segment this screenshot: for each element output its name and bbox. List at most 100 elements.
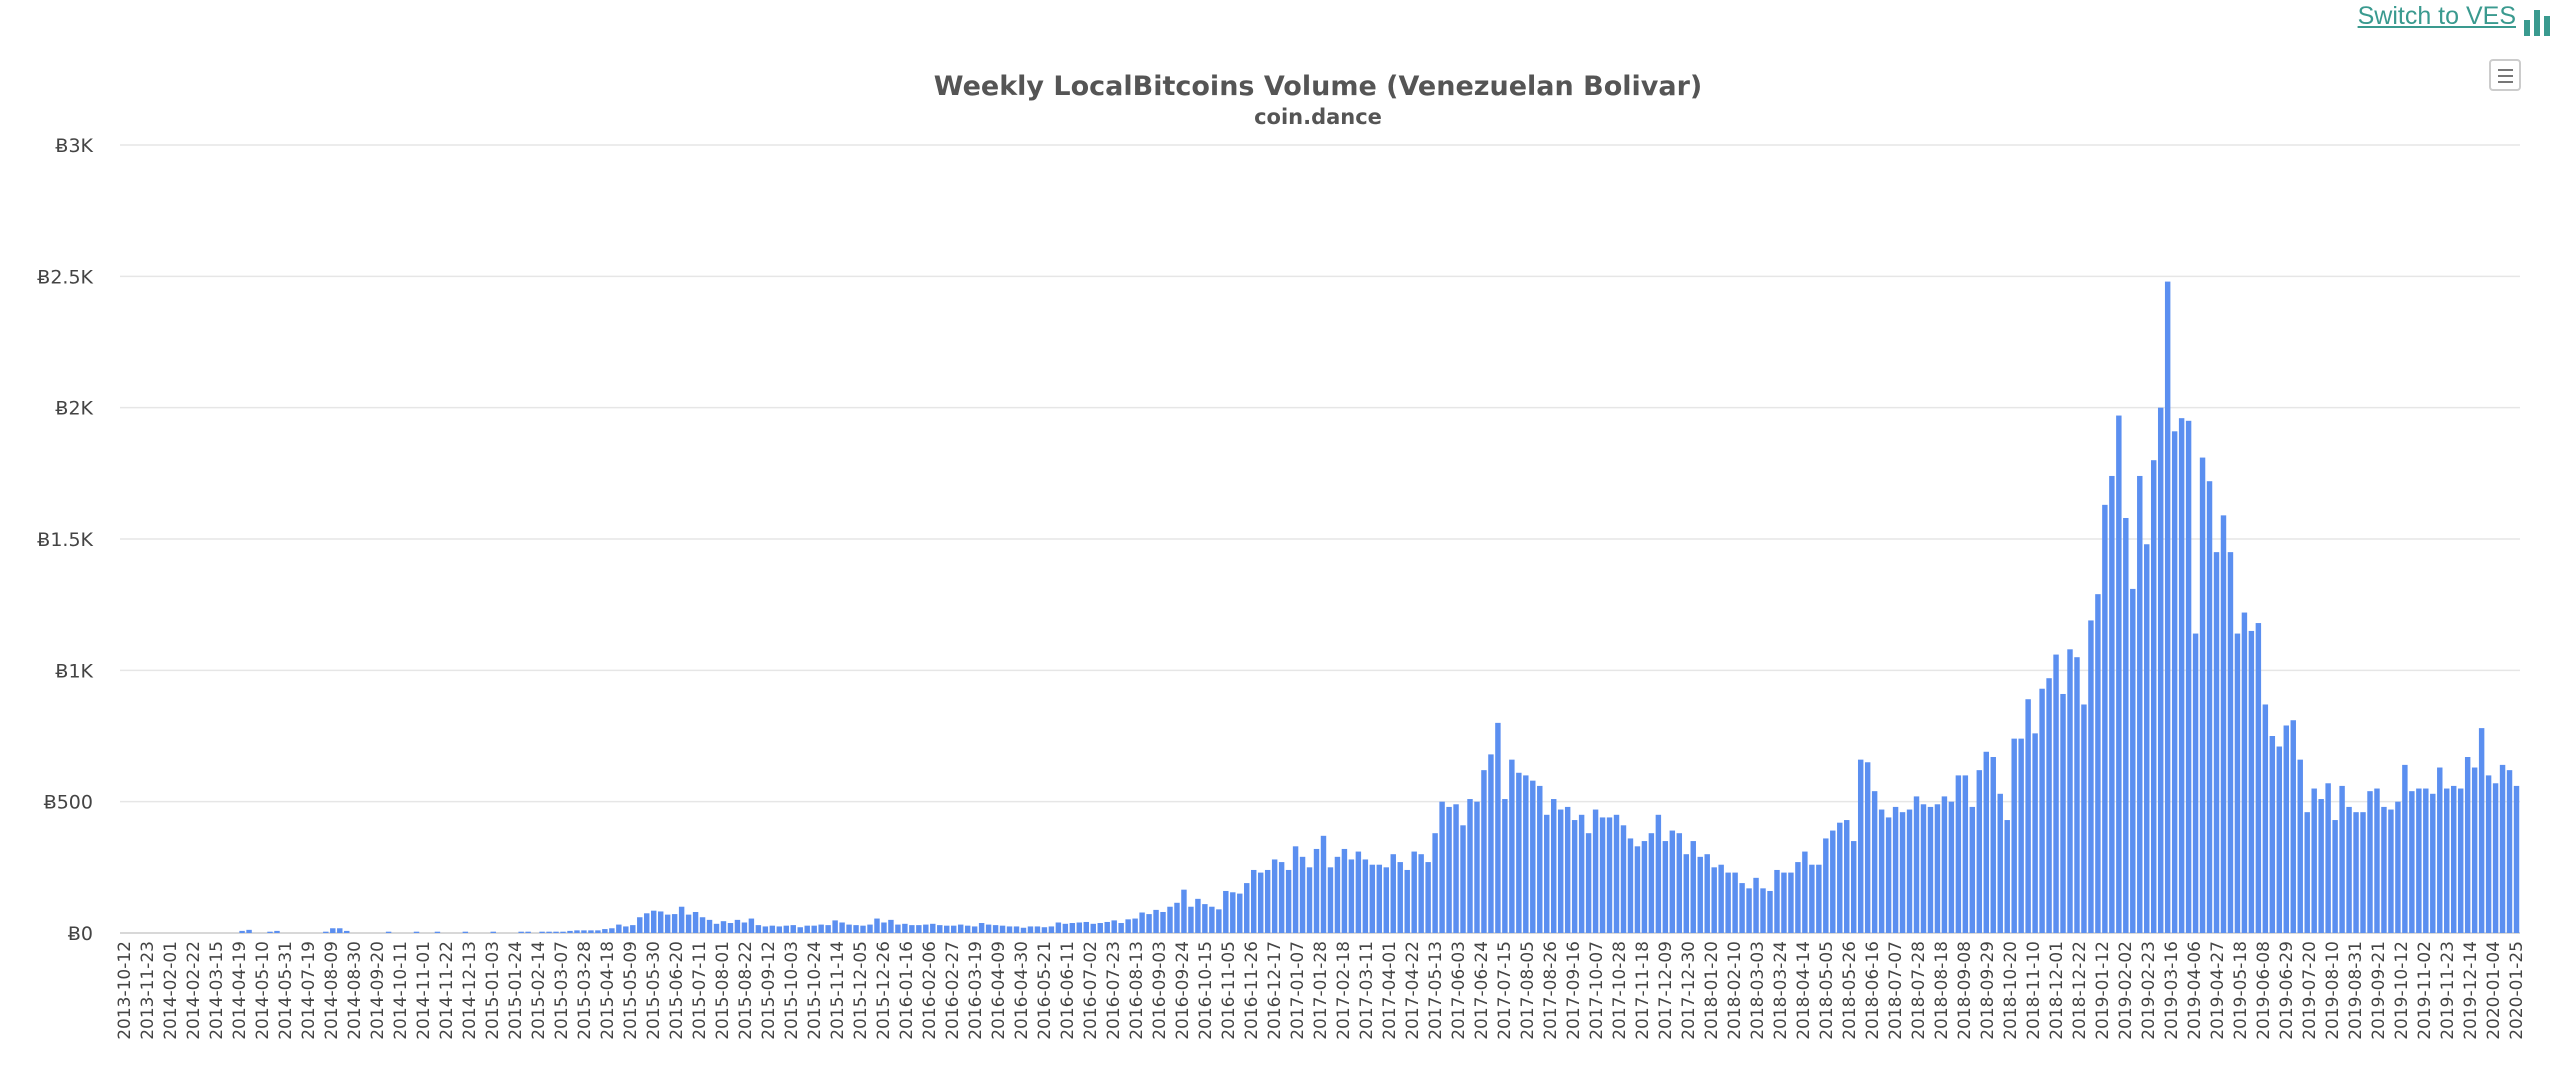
- bar: [2248, 630, 2255, 933]
- bar: [413, 931, 420, 933]
- bar: [2234, 633, 2241, 933]
- x-tick-label: 2014-02-01: [161, 941, 181, 1040]
- bar: [1502, 799, 1508, 933]
- bar: [1034, 926, 1041, 933]
- bar: [1097, 923, 1103, 933]
- bar: [1816, 864, 1822, 933]
- x-tick-label: 2015-11-14: [828, 941, 848, 1040]
- x-tick-label: 2015-10-24: [805, 941, 825, 1040]
- bar: [2283, 725, 2289, 933]
- x-tick-label: 2018-11-10: [2024, 941, 2044, 1040]
- bar: [1760, 888, 1766, 933]
- x-tick-label: 2018-07-07: [1886, 941, 1906, 1040]
- bar: [720, 921, 727, 933]
- bar: [909, 925, 915, 933]
- bar: [874, 918, 880, 933]
- x-tick-label: 2016-03-19: [966, 941, 986, 1040]
- bar: [978, 923, 985, 933]
- x-tick-label: 2019-04-27: [2208, 941, 2228, 1040]
- bar: [1146, 914, 1152, 933]
- bar: [1251, 869, 1257, 933]
- bar: [1648, 833, 1655, 933]
- bar: [1564, 806, 1571, 933]
- x-tick-label: 2018-08-18: [1932, 941, 1952, 1040]
- x-tick-label: 2016-11-26: [1242, 941, 1262, 1040]
- y-tick-label: Ƀ500: [44, 792, 93, 814]
- bar-chart-icon-bar: [2534, 10, 2540, 36]
- x-tick-label: 2017-08-05: [1518, 941, 1538, 1040]
- y-tick-label: Ƀ2K: [55, 398, 93, 420]
- bar: [2102, 504, 2108, 933]
- x-tick-label: 2019-11-23: [2438, 941, 2458, 1040]
- x-tick-label: 2019-06-29: [2277, 941, 2297, 1040]
- bar-chart-icon[interactable]: [2522, 6, 2552, 36]
- x-tick-label: 2017-06-24: [1472, 941, 1492, 1040]
- bar: [1920, 804, 1927, 933]
- bar: [762, 926, 769, 933]
- bar: [2199, 457, 2206, 933]
- bar: [1551, 799, 1557, 933]
- bar: [2464, 757, 2471, 933]
- bar: [1013, 926, 1020, 933]
- bar: [895, 924, 901, 933]
- x-tick-label: 2018-02-10: [1725, 941, 1745, 1040]
- bar: [267, 931, 273, 933]
- bar: [902, 923, 908, 933]
- switch-currency-label: Switch to VES: [2357, 2, 2516, 30]
- y-tick-label: Ƀ3K: [55, 135, 93, 157]
- bar: [651, 910, 657, 933]
- bar: [1467, 799, 1473, 933]
- bar: [609, 928, 615, 933]
- bar: [2220, 515, 2227, 933]
- bar: [2081, 704, 2087, 933]
- bar: [1041, 927, 1048, 933]
- bar: [2381, 806, 2387, 933]
- hamburger-menu-icon[interactable]: [2489, 59, 2521, 91]
- bar: [2444, 788, 2450, 933]
- bar: [2457, 788, 2464, 933]
- bar: [1397, 862, 1403, 933]
- bar: [1355, 851, 1362, 933]
- bar: [1299, 856, 1306, 933]
- bar: [916, 925, 922, 933]
- bar: [1209, 906, 1215, 933]
- bar: [2227, 552, 2234, 933]
- x-tick-label: 2015-03-28: [575, 941, 595, 1040]
- bar: [2130, 588, 2136, 933]
- bar: [1481, 770, 1487, 933]
- bar: [2255, 623, 2262, 933]
- bar: [853, 925, 859, 933]
- bar: [2067, 649, 2073, 933]
- bar: [685, 914, 692, 933]
- bar: [2060, 693, 2066, 933]
- bar: [1446, 806, 1452, 933]
- x-tick-label: 2016-10-15: [1196, 941, 1216, 1040]
- bar: [1676, 833, 1683, 933]
- bar: [1055, 922, 1062, 933]
- bar: [595, 930, 601, 933]
- bar: [490, 931, 496, 933]
- x-tick-label: 2018-10-20: [2001, 941, 2021, 1040]
- x-tick-label: 2017-10-28: [1610, 941, 1630, 1040]
- bar: [616, 924, 622, 933]
- bar: [553, 931, 559, 933]
- bar: [1285, 869, 1292, 933]
- bar: [1237, 893, 1243, 933]
- x-tick-label: 2016-11-05: [1219, 941, 1239, 1040]
- x-tick-label: 2016-02-06: [920, 941, 940, 1040]
- x-tick-label: 2019-10-12: [2392, 941, 2412, 1040]
- x-tick-label: 2015-01-24: [506, 941, 526, 1040]
- bar: [692, 911, 699, 933]
- x-tick-label: 2018-09-29: [1978, 941, 1998, 1040]
- switch-currency-link[interactable]: Switch to VES: [2358, 2, 2516, 31]
- bar: [1160, 911, 1166, 933]
- bar: [1230, 892, 1236, 933]
- bar: [1104, 921, 1110, 933]
- bar: [1641, 841, 1648, 933]
- bar: [1725, 872, 1731, 933]
- bar: [623, 926, 629, 933]
- bar: [1927, 806, 1934, 933]
- x-tick-label: 2014-09-20: [368, 941, 388, 1040]
- bar: [1955, 775, 1962, 933]
- bar: [2213, 552, 2220, 933]
